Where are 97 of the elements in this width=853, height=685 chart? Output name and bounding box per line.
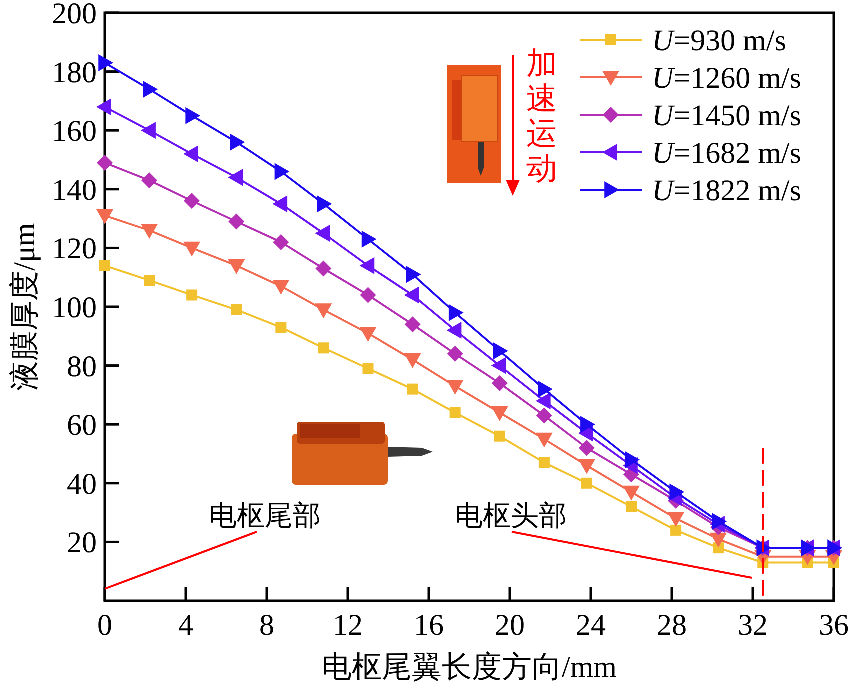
point — [318, 342, 330, 354]
point — [184, 146, 198, 163]
point — [186, 107, 201, 124]
x-tick-label: 8 — [260, 609, 274, 642]
point — [491, 406, 508, 422]
point — [276, 322, 287, 334]
point — [670, 484, 685, 501]
point — [362, 363, 374, 374]
x-tick-label: 0 — [98, 609, 112, 642]
y-tick-label: 140 — [52, 174, 97, 207]
point — [625, 451, 640, 468]
x-tick-label: 28 — [657, 609, 687, 642]
point — [273, 234, 290, 250]
point — [404, 316, 421, 333]
point — [144, 275, 156, 286]
point — [141, 224, 158, 240]
point — [492, 375, 508, 392]
point — [494, 430, 506, 442]
x-tick-label: 20 — [495, 609, 525, 642]
point — [538, 457, 550, 468]
point — [142, 172, 158, 189]
point — [404, 354, 422, 368]
point — [580, 416, 596, 434]
point — [316, 260, 332, 277]
point — [360, 287, 376, 304]
x-tick-label: 24 — [576, 609, 606, 642]
y-tick-label: 160 — [52, 115, 97, 148]
y-tick-label: 100 — [52, 292, 97, 324]
point — [231, 304, 242, 316]
point — [274, 163, 290, 180]
x-tick-label: 32 — [738, 609, 768, 642]
y-tick-label: 120 — [52, 232, 97, 266]
point — [315, 304, 332, 318]
point — [626, 501, 637, 512]
y-tick-label: 80 — [67, 350, 97, 384]
x-axis-title: 电枢尾翼长度方向/mm — [322, 651, 618, 684]
y-tick-label: 200 — [52, 0, 97, 30]
point — [446, 322, 462, 340]
point — [96, 209, 114, 224]
point — [710, 532, 728, 548]
point — [670, 524, 682, 536]
y-tick-label: 40 — [67, 468, 97, 501]
legend-label: U=1260 m/s — [652, 62, 802, 95]
point — [186, 290, 198, 301]
point — [404, 286, 420, 304]
annotation: 电枢尾部 — [209, 500, 321, 532]
y-axis-title: 液膜厚度/μm — [8, 223, 42, 391]
point — [447, 346, 464, 362]
point — [407, 384, 418, 395]
point — [446, 380, 464, 395]
point — [450, 407, 461, 418]
y-tick-label: 20 — [67, 526, 97, 560]
point — [536, 392, 551, 410]
point — [228, 214, 245, 230]
point — [141, 122, 156, 140]
x-tick-label: 16 — [414, 609, 444, 642]
point — [536, 408, 552, 424]
point — [272, 196, 288, 213]
point — [317, 196, 332, 213]
point — [578, 459, 596, 474]
y-tick-label: 180 — [52, 56, 97, 90]
x-tick-label: 36 — [819, 609, 849, 642]
point — [230, 134, 246, 151]
point — [98, 54, 114, 72]
y-tick-label: 60 — [67, 409, 97, 442]
point — [97, 154, 113, 171]
point — [536, 432, 553, 448]
point — [143, 80, 158, 98]
point — [623, 486, 640, 501]
point — [578, 440, 595, 456]
point — [406, 266, 422, 284]
point — [668, 512, 685, 528]
point — [360, 327, 377, 342]
point — [184, 242, 201, 257]
point — [228, 169, 243, 186]
point — [712, 513, 728, 530]
legend-label: U=1450 m/s — [652, 100, 802, 132]
point — [96, 98, 112, 116]
point — [538, 380, 553, 398]
point — [581, 478, 592, 489]
legend-label: U=930 m/s — [652, 24, 786, 58]
point — [228, 259, 246, 274]
point — [184, 193, 200, 210]
point — [448, 304, 464, 322]
x-tick-label: 12 — [333, 609, 363, 642]
legend-label: U=1682 m/s — [652, 137, 802, 170]
point — [494, 342, 508, 360]
point — [272, 280, 290, 295]
annotation: 电枢头部 — [455, 500, 567, 532]
annotation: 加速运动 — [526, 46, 558, 186]
legend-label: U=1822 m/s — [652, 174, 802, 208]
point — [362, 230, 377, 248]
point — [315, 225, 330, 242]
point — [100, 260, 110, 272]
point — [491, 357, 506, 374]
x-tick-label: 4 — [178, 609, 194, 642]
point — [360, 257, 375, 274]
